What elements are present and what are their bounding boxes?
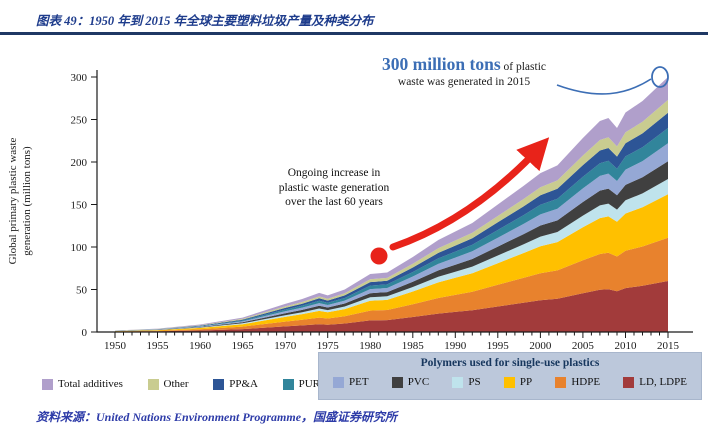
x-tick-label: 1995 <box>487 340 510 352</box>
legend-label: Other <box>163 378 189 390</box>
ongoing-increase-note: Ongoing increase in plastic waste genera… <box>238 166 430 210</box>
source-line: 资料来源：United Nations Environment Programm… <box>36 408 397 425</box>
y-tick-label: 150 <box>71 200 88 212</box>
legend-label: PP&A <box>229 378 258 390</box>
area-LD-LDPE <box>115 281 668 332</box>
color-swatch-icon <box>147 378 159 390</box>
x-tick-label: 1965 <box>232 340 255 352</box>
y-tick-label: 50 <box>76 285 88 297</box>
area-PP <box>115 194 668 332</box>
x-tick-label: 1955 <box>147 340 170 352</box>
headline-number: 300 million tons <box>382 54 501 74</box>
legend-label: HDPE <box>571 376 601 388</box>
legend-outside: Total additives Other PP&A PUR <box>42 378 320 390</box>
title-divider <box>0 32 708 35</box>
legend-label: PVC <box>407 376 430 388</box>
x-tick-label: 1960 <box>189 340 212 352</box>
color-swatch-icon <box>391 376 403 388</box>
legend-item-pp: PP <box>503 376 533 388</box>
legend-item-pur: PUR <box>282 378 320 390</box>
note-line: plastic waste generation <box>278 181 390 194</box>
plot-layer: 0 50 100 150 200 250 300 1950 1955 1960 1965 1970 19… <box>7 70 693 352</box>
y-tick-label: 100 <box>71 242 88 254</box>
legend-item-pet: PET <box>333 376 369 388</box>
legend-label: PS <box>468 376 481 388</box>
annotation-connector-line <box>556 78 652 95</box>
y-tick-label: 200 <box>71 157 88 169</box>
color-swatch-icon <box>42 378 53 390</box>
stacked-area-chart: 0 50 100 150 200 250 300 1950 1955 1960 1965 1970 19… <box>7 66 693 352</box>
legend-item-ppa: PP&A <box>213 378 258 390</box>
note-line: over the last 60 years <box>285 196 383 208</box>
x-tick-label: 2005 <box>572 340 595 352</box>
legend-label: LD, LDPE <box>639 376 687 388</box>
legend-box-title: Polymers used for single-use plastics <box>420 357 600 369</box>
x-tick-label: 1990 <box>444 340 467 352</box>
color-swatch-icon <box>503 376 515 388</box>
x-tick-label: 2010 <box>615 340 638 352</box>
color-swatch-icon <box>333 376 344 388</box>
legend-item-total-additives: Total additives <box>42 378 123 390</box>
y-axis-label: Global primary plastic waste <box>7 138 19 265</box>
legend-item-ld-ldpe: LD, LDPE <box>623 376 687 388</box>
headline-rest: of plastic <box>500 61 546 73</box>
x-tick-label: 1985 <box>402 340 425 352</box>
legend-label: Total additives <box>58 378 123 390</box>
red-start-dot-icon <box>370 247 388 265</box>
x-tick-label: 2015 <box>657 340 680 352</box>
color-swatch-icon <box>555 376 567 388</box>
source-text: United Nations Environment Programme，国盛证… <box>96 410 398 424</box>
legend-label: PP <box>519 376 533 388</box>
color-swatch-icon <box>623 376 635 388</box>
x-tick-label: 1980 <box>359 340 382 352</box>
single-use-plastics-legend-box: Polymers used for single-use plastics PE… <box>318 352 702 400</box>
y-tick-label: 300 <box>71 72 88 84</box>
legend-item-hdpe: HDPE <box>555 376 600 388</box>
figure-title: 图表 49：1950 年到 2015 年全球主要塑料垃圾产量及种类分布 <box>36 14 374 28</box>
legend-label: PET <box>349 376 369 388</box>
legend-item-ps: PS <box>452 376 481 388</box>
peak-highlight-circle-icon <box>651 66 669 88</box>
x-tick-label: 1970 <box>274 340 297 352</box>
red-trend-arrow <box>389 137 550 251</box>
y-tick-label: 0 <box>82 327 88 339</box>
legend-item-pvc: PVC <box>391 376 430 388</box>
color-swatch-icon <box>452 376 464 388</box>
note-line: Ongoing increase in <box>287 167 381 179</box>
legend-item-other: Other <box>147 378 189 390</box>
headline-line2: waste was generated in 2015 <box>397 76 531 88</box>
headline-annotation: 300 million tons of plastic waste was ge… <box>335 54 593 89</box>
legend-label: PUR <box>298 378 320 390</box>
source-prefix: 资料来源： <box>36 410 97 424</box>
legend-box-items: PET PVC PS PP HDPE LD, LDPE <box>319 369 701 388</box>
x-tick-label: 1950 <box>104 340 127 352</box>
color-swatch-icon <box>282 378 294 390</box>
y-tick-label: 250 <box>71 115 88 127</box>
x-tick-label: 2000 <box>529 340 552 352</box>
area-HDPE <box>115 237 668 332</box>
color-swatch-icon <box>213 378 225 390</box>
y-axis-label: generation (million tons) <box>21 146 33 256</box>
x-tick-label: 1975 <box>317 340 340 352</box>
